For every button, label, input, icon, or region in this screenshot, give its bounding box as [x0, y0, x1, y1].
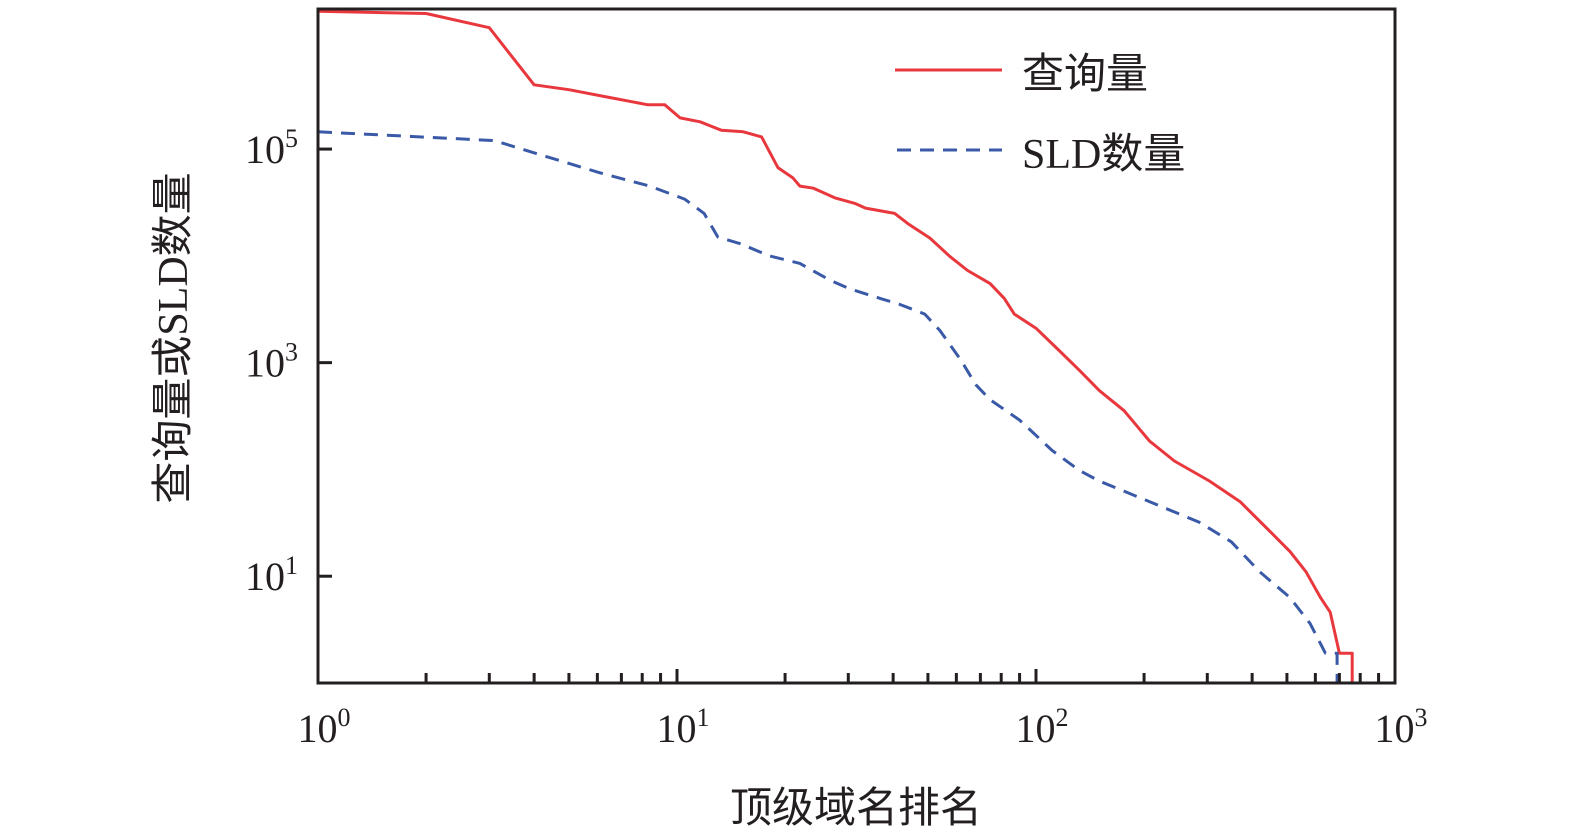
- x-tick-label: 101: [657, 703, 710, 751]
- series-line-0: [317, 9, 1354, 683]
- x-axis-title: 顶级域名排名: [730, 786, 982, 832]
- legend-label-sld: SLD数量: [1022, 132, 1185, 178]
- plot-frame: [316, 7, 1397, 685]
- y-tick-label: 105: [245, 124, 298, 172]
- y-tick-label: 101: [245, 551, 298, 599]
- y-tick-label: 103: [245, 338, 298, 386]
- y-axis-title: 查询量或SLD数量: [151, 172, 197, 503]
- tick-labels: 100 101 102 103 101 103 105: [245, 124, 1428, 751]
- ticks-layer: [318, 147, 1381, 683]
- legend: 查询量 SLD数量: [895, 52, 1185, 178]
- x-tick-label: 102: [1016, 703, 1069, 751]
- series-line-1: [317, 130, 1339, 683]
- legend-label-query: 查询量: [1022, 52, 1148, 98]
- x-tick-label: 103: [1375, 703, 1428, 751]
- x-tick-label: 100: [298, 703, 351, 751]
- series-layer: [317, 9, 1354, 683]
